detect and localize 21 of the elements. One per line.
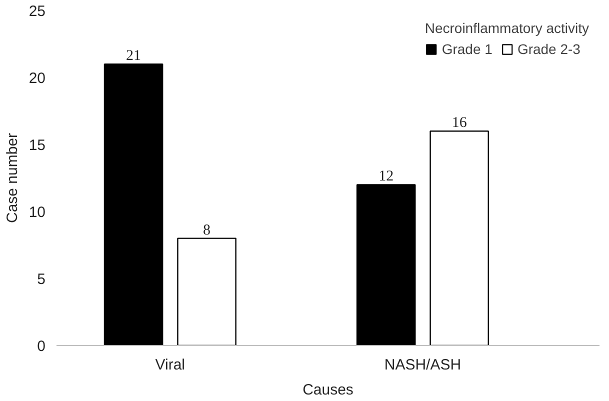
data-label: 21 bbox=[126, 48, 142, 64]
y-tick-label: 0 bbox=[37, 338, 46, 355]
data-label: 8 bbox=[203, 222, 211, 238]
x-tick-label: Viral bbox=[155, 356, 186, 374]
y-tick-label: 25 bbox=[28, 3, 46, 20]
data-label: 12 bbox=[378, 168, 394, 185]
bar bbox=[356, 184, 416, 346]
bar bbox=[177, 238, 236, 346]
y-axis-title: Case number bbox=[4, 132, 21, 224]
data-label: 16 bbox=[452, 115, 468, 132]
legend-label: Grade 2-3 bbox=[517, 41, 580, 57]
x-axis-title: Causes bbox=[302, 382, 354, 398]
y-tick-label: 10 bbox=[28, 204, 46, 221]
legend-label: Grade 1 bbox=[442, 41, 492, 57]
y-tick-label: 5 bbox=[37, 271, 46, 288]
y-tick-label: 20 bbox=[28, 70, 46, 87]
y-tick-label: 15 bbox=[28, 137, 46, 154]
x-tick-label: NASH/ASH bbox=[384, 356, 462, 374]
legend-title: Necroinflammatory activity bbox=[424, 20, 589, 36]
bar bbox=[104, 63, 164, 346]
bar bbox=[430, 130, 489, 346]
